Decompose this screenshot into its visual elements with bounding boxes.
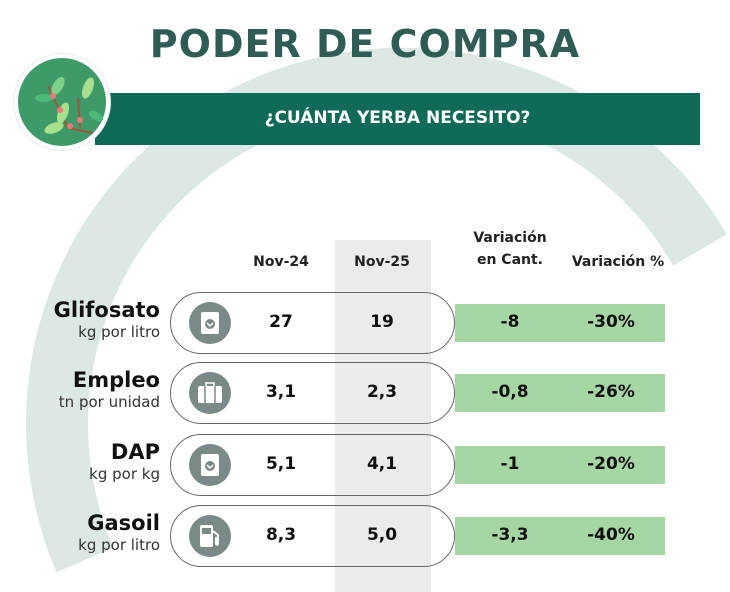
value-nov24: 5,1	[265, 454, 297, 474]
variation-bar	[455, 374, 665, 412]
value-nov25: 2,3	[366, 382, 398, 402]
value-var-pct: -20%	[587, 454, 635, 474]
fuel-pump-icon	[189, 515, 231, 557]
row-pill	[170, 434, 455, 496]
item-unit: kg por litro	[78, 323, 160, 341]
item-name: Glifosato	[53, 298, 160, 322]
value-var-cant: -1	[500, 454, 520, 474]
value-nov24: 3,1	[265, 382, 297, 402]
value-var-pct: -26%	[587, 382, 635, 402]
row-label: DAP kg por kg	[89, 440, 160, 484]
subtitle: ¿CUÁNTA YERBA NECESITO?	[264, 108, 531, 128]
row-label: Glifosato kg por litro	[54, 298, 160, 342]
row-label: Gasoil kg por litro	[78, 511, 160, 555]
value-nov25: 4,1	[366, 454, 398, 474]
value-nov25: 19	[370, 312, 394, 332]
value-var-cant: -3,3	[491, 525, 529, 545]
value-nov24: 27	[269, 312, 293, 332]
value-nov24: 8,3	[265, 525, 297, 545]
header-var-cant-line2: en Cant.	[476, 252, 544, 268]
row-pill	[170, 505, 455, 567]
bag-icon	[189, 302, 231, 344]
value-var-cant: -0,8	[491, 382, 529, 402]
row-label: Empleo tn por unidad	[59, 368, 160, 412]
variation-bar	[455, 304, 665, 342]
item-unit: kg por kg	[89, 465, 160, 483]
value-var-pct: -30%	[587, 312, 635, 332]
nov25-column-highlight	[335, 240, 431, 592]
page-title: PODER DE COMPRA	[149, 22, 581, 66]
header-nov24: Nov-24	[253, 254, 309, 270]
subtitle-banner	[95, 93, 700, 145]
header-var-pct: Variación %	[571, 254, 665, 270]
yerba-branch-icon	[35, 76, 104, 134]
item-name: DAP	[110, 440, 160, 464]
row-pill	[170, 362, 455, 424]
item-name: Gasoil	[87, 511, 160, 535]
bag-icon	[189, 444, 231, 486]
header-var-cant-line1: Variación	[473, 230, 547, 246]
header-var-cant: Variación en Cant.	[455, 227, 565, 271]
yerba-branch-logo	[14, 54, 110, 150]
value-nov25: 5,0	[366, 525, 398, 545]
item-unit: tn por unidad	[58, 393, 160, 411]
row-pill	[170, 292, 455, 354]
header-nov25: Nov-25	[354, 254, 410, 270]
value-var-pct: -40%	[587, 525, 635, 545]
item-unit: kg por litro	[78, 536, 160, 554]
item-name: Empleo	[72, 368, 160, 392]
variation-bar	[455, 517, 665, 555]
variation-bar	[455, 446, 665, 484]
briefcase-icon	[189, 372, 231, 414]
value-var-cant: -8	[500, 312, 520, 332]
